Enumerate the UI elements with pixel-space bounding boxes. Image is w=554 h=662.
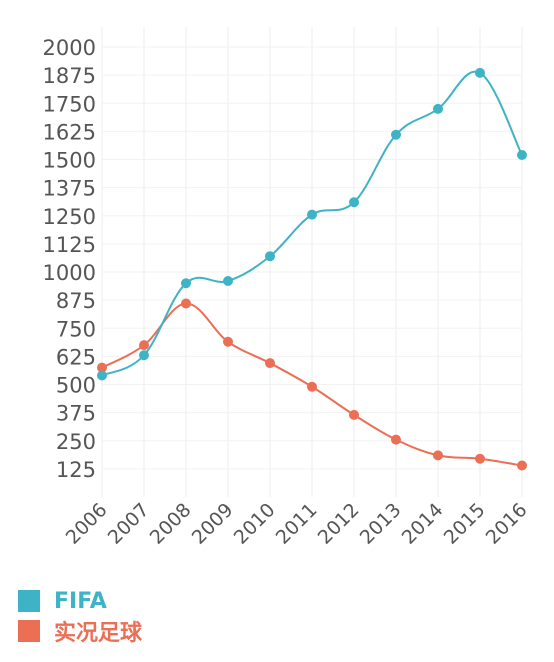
legend-label-fifa: FIFA [54, 588, 107, 614]
y-tick-label: 875 [56, 289, 96, 313]
legend-item-pes: 实况足球 [18, 616, 142, 646]
data-point-pes [139, 340, 149, 351]
x-tick-label: 2015 [440, 499, 490, 549]
y-tick-label: 1750 [43, 92, 96, 116]
data-point-fifa [181, 278, 191, 289]
y-tick-label: 625 [56, 345, 96, 369]
data-point-pes [307, 381, 317, 392]
legend-swatch-pes [18, 620, 40, 642]
data-point-pes [223, 336, 233, 347]
data-point-pes [97, 362, 107, 373]
y-tick-label: 125 [56, 458, 96, 482]
y-tick-label: 1250 [43, 205, 96, 229]
legend: FIFA 实况足球 [18, 586, 142, 646]
data-point-pes [475, 453, 485, 464]
line-chart: 2000 1875 1750 1625 1500 1375 1250 1125 1000 875 7… [43, 27, 532, 549]
y-tick-label: 2000 [43, 36, 96, 60]
data-point-fifa [97, 370, 107, 381]
legend-item-fifa: FIFA [18, 586, 142, 616]
y-tick-label: 1375 [43, 177, 96, 201]
y-tick-label: 375 [56, 402, 96, 426]
data-point-fifa [475, 67, 485, 78]
x-tick-label: 2013 [356, 499, 406, 549]
data-point-fifa [433, 103, 443, 114]
y-tick-label: 1125 [43, 233, 96, 257]
series-lines [97, 67, 527, 471]
data-point-fifa [265, 251, 275, 262]
y-tick-label: 1875 [43, 64, 96, 88]
x-tick-label: 2014 [398, 499, 448, 549]
data-point-fifa [139, 350, 149, 361]
legend-label-pes: 实况足球 [54, 621, 143, 646]
grid-lines [101, 27, 523, 497]
data-point-pes [349, 409, 359, 420]
y-tick-label: 250 [56, 430, 96, 454]
data-point-fifa [223, 276, 233, 286]
y-tick-label: 750 [56, 317, 96, 341]
x-tick-label: 2011 [272, 499, 322, 549]
data-point-pes [181, 298, 191, 309]
x-tick-label: 2006 [62, 499, 112, 549]
data-point-pes [265, 358, 275, 369]
y-tick-label: 1625 [43, 120, 96, 144]
y-tick-label: 500 [56, 374, 96, 398]
x-tick-label: 2012 [314, 499, 364, 549]
data-point-fifa [517, 150, 527, 160]
x-tick-label: 2008 [146, 499, 196, 549]
data-point-fifa [349, 197, 359, 208]
x-tick-label: 2007 [104, 499, 154, 549]
y-axis-ticks: 2000 1875 1750 1625 1500 1375 1250 1125 1000 875 7… [43, 36, 96, 482]
data-point-pes [391, 434, 401, 445]
data-point-fifa [307, 209, 317, 220]
y-tick-label: 1000 [43, 261, 96, 285]
x-tick-label: 2016 [482, 499, 532, 549]
data-point-pes [517, 460, 527, 471]
legend-swatch-fifa [18, 590, 40, 612]
x-tick-label: 2010 [230, 499, 280, 549]
data-point-fifa [391, 129, 401, 140]
x-axis-ticks: 2006200720082009201020112012201320142015… [62, 499, 532, 549]
y-tick-label: 1500 [43, 149, 96, 173]
data-point-pes [433, 450, 443, 461]
x-tick-label: 2009 [188, 499, 238, 549]
